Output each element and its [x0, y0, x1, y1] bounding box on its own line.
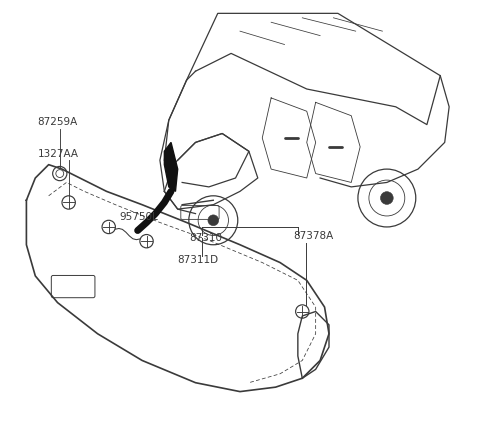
Text: 87311D: 87311D: [178, 255, 219, 265]
Text: 87378A: 87378A: [293, 231, 334, 241]
Text: 95750L: 95750L: [120, 212, 158, 222]
Circle shape: [208, 215, 219, 226]
Circle shape: [381, 192, 393, 204]
Polygon shape: [164, 142, 178, 191]
Text: 87259A: 87259A: [37, 117, 78, 127]
Text: 87310: 87310: [189, 233, 222, 243]
Text: 1327AA: 1327AA: [37, 149, 79, 158]
